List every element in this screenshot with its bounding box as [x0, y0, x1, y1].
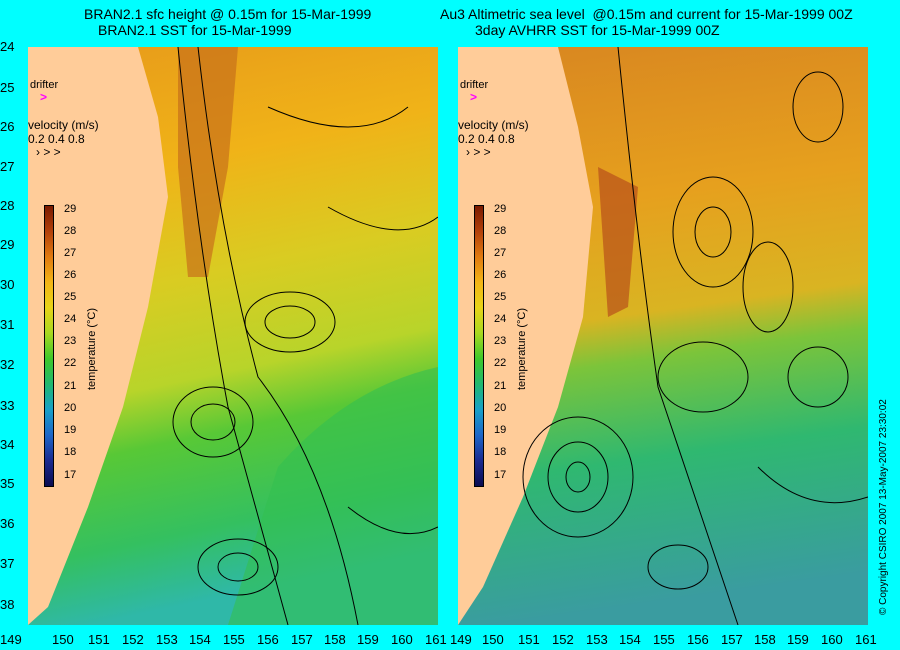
left-title-line1: BRAN2.1 sfc height @ 0.15m for 15-Mar-19… — [84, 6, 372, 22]
right-drifter-marker-icon: > — [470, 90, 478, 104]
lon-label: 150 — [52, 632, 74, 647]
lon-label: 151 — [518, 632, 540, 647]
lat-label: 34 — [0, 437, 15, 452]
colorbar-tick: 21 — [494, 380, 507, 392]
lon-label: 158 — [754, 632, 776, 647]
lon-label: 150 — [482, 632, 504, 647]
colorbar-tick: 17 — [494, 469, 507, 481]
colorbar-tick: 20 — [494, 402, 507, 414]
colorbar-tick: 25 — [494, 291, 507, 303]
colorbar-tick: 27 — [64, 247, 77, 259]
lat-label: 32 — [0, 357, 15, 372]
colorbar-tick: 28 — [64, 225, 77, 237]
lat-label: 31 — [0, 317, 15, 332]
right-title-line1: Au3 Altimetric sea level @0.15m and curr… — [440, 6, 853, 22]
lon-label: 154 — [619, 632, 641, 647]
colorbar-tick: 27 — [494, 247, 507, 259]
lon-label: 157 — [291, 632, 313, 647]
lon-label: 149 — [450, 632, 472, 647]
lon-label: 156 — [257, 632, 279, 647]
lat-label: 35 — [0, 476, 15, 491]
right-velocity-values: 0.2 0.4 0.8 — [458, 132, 515, 146]
colorbar-tick: 17 — [64, 469, 77, 481]
lat-label: 26 — [0, 119, 15, 134]
lon-label: 153 — [156, 632, 178, 647]
colorbar-tick: 23 — [494, 335, 507, 347]
lon-label: 154 — [189, 632, 211, 647]
lat-label: 37 — [0, 556, 15, 571]
lon-label: 156 — [687, 632, 709, 647]
left-velocity-arrows-icon: › > > — [36, 145, 61, 159]
right-velocity-label: velocity (m/s) — [458, 118, 529, 132]
lat-label: 29 — [0, 237, 15, 252]
lon-label: 158 — [324, 632, 346, 647]
lat-label: 24 — [0, 39, 15, 54]
right-sst-map — [458, 47, 868, 625]
left-drifter-label: drifter — [30, 79, 59, 91]
lon-label: 159 — [357, 632, 379, 647]
lon-label: 152 — [122, 632, 144, 647]
lon-label: 159 — [787, 632, 809, 647]
colorbar-tick: 20 — [64, 402, 77, 414]
left-velocity-label: velocity (m/s) — [28, 118, 99, 132]
colorbar-tick: 26 — [64, 269, 77, 281]
right-colorbar — [474, 205, 484, 487]
left-title-line2: BRAN2.1 SST for 15-Mar-1999 — [98, 22, 292, 38]
lon-label: 161 — [425, 632, 447, 647]
lat-label: 27 — [0, 159, 15, 174]
right-drifter-label: drifter — [460, 79, 489, 91]
colorbar-tick: 29 — [494, 203, 507, 215]
colorbar-tick: 29 — [64, 203, 77, 215]
colorbar-tick: 28 — [494, 225, 507, 237]
lon-label: 151 — [88, 632, 110, 647]
colorbar-tick: 24 — [64, 313, 77, 325]
colorbar-tick: 26 — [494, 269, 507, 281]
lon-label: 161 — [855, 632, 877, 647]
lon-label: 160 — [821, 632, 843, 647]
lat-label: 25 — [0, 80, 15, 95]
lon-label: 157 — [721, 632, 743, 647]
left-velocity-values: 0.2 0.4 0.8 — [28, 132, 85, 146]
lat-label: 33 — [0, 398, 15, 413]
colorbar-tick: 21 — [64, 380, 77, 392]
right-title-line2: 3day AVHRR SST for 15-Mar-1999 00Z — [475, 22, 720, 38]
colorbar-tick: 19 — [64, 424, 77, 436]
left-drifter-marker-icon: > — [40, 90, 48, 104]
lat-label: 30 — [0, 277, 15, 292]
left-colorbar-unit: temperature (°C) — [86, 307, 98, 390]
colorbar-tick: 22 — [64, 357, 77, 369]
lon-label: 149 — [0, 632, 22, 647]
lat-label: 28 — [0, 198, 15, 213]
right-velocity-arrows-icon: › > > — [466, 145, 491, 159]
lon-label: 155 — [653, 632, 675, 647]
left-sst-map — [28, 47, 438, 625]
lat-label: 36 — [0, 516, 15, 531]
left-colorbar — [44, 205, 54, 487]
lat-label: 38 — [0, 597, 15, 612]
copyright-text: © Copyright CSIRO 2007 13-May-2007 23:30… — [878, 399, 889, 615]
lon-label: 155 — [223, 632, 245, 647]
colorbar-tick: 18 — [494, 446, 507, 458]
colorbar-tick: 25 — [64, 291, 77, 303]
lon-label: 160 — [391, 632, 413, 647]
colorbar-tick: 22 — [494, 357, 507, 369]
colorbar-tick: 24 — [494, 313, 507, 325]
colorbar-tick: 23 — [64, 335, 77, 347]
lon-label: 152 — [552, 632, 574, 647]
colorbar-tick: 19 — [494, 424, 507, 436]
right-colorbar-unit: temperature (°C) — [516, 307, 528, 390]
lon-label: 153 — [586, 632, 608, 647]
colorbar-tick: 18 — [64, 446, 77, 458]
